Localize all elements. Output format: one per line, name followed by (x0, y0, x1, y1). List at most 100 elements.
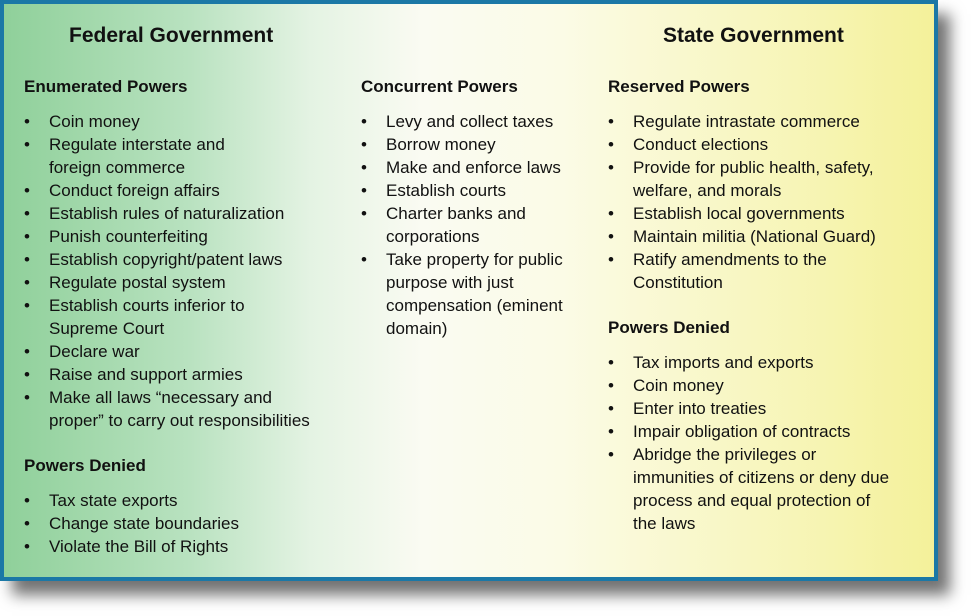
list-item-text: Make all laws “necessary and proper” to … (49, 388, 310, 430)
list-item-text: Coin money (633, 376, 724, 395)
powers-list: • Tax imports and exports • Coin money • Ente… (608, 351, 889, 535)
list-item-text: Provide for public health, safety, welfa… (633, 158, 874, 200)
list-item-text: Impair obligation of contracts (633, 422, 851, 441)
bullet-icon: • (361, 204, 367, 223)
powers-list: • Tax state exports • Change state boundari… (24, 489, 239, 558)
list-item-text: Enter into treaties (633, 399, 767, 418)
list-item: • Establish local governments (608, 202, 876, 225)
list-item-text: Establish courts (386, 181, 506, 200)
state-powers-denied-section: Powers Denied • Tax imports and exports • Co… (608, 316, 889, 533)
list-item-text: Make and enforce laws (386, 158, 561, 177)
list-item: • Levy and collect taxes (361, 110, 563, 133)
list-item: • Charter banks and corporations (361, 202, 563, 248)
bullet-icon: • (361, 112, 367, 131)
list-item: • Establish rules of naturalization (24, 202, 310, 225)
reserved-powers-section: Reserved Powers • Regulate intrastate comm… (608, 75, 876, 292)
bullet-icon: • (24, 250, 30, 269)
bullet-icon: • (24, 112, 30, 131)
federal-government-title: Federal Government (69, 24, 274, 47)
section-heading: Reserved Powers (608, 77, 750, 96)
powers-list: • Coin money • Regulate interstate and fore… (24, 110, 310, 432)
bullet-icon: • (24, 388, 30, 407)
list-item-text: Take property for public purpose with ju… (386, 250, 563, 338)
list-item: • Regulate interstate and foreign commerc… (24, 133, 310, 179)
list-item-text: Regulate interstate and foreign commerce (49, 135, 225, 177)
bullet-icon: • (24, 227, 30, 246)
bullet-icon: • (608, 399, 614, 418)
list-item: • Maintain militia (National Guard) (608, 225, 876, 248)
list-item-text: Coin money (49, 112, 140, 131)
list-item: • Change state boundaries (24, 512, 239, 535)
bullet-icon: • (24, 514, 30, 533)
list-item-text: Tax state exports (49, 491, 178, 510)
bullet-icon: • (608, 250, 614, 269)
bullet-icon: • (24, 342, 30, 361)
list-item-text: Tax imports and exports (633, 353, 814, 372)
list-item: • Regulate postal system (24, 271, 310, 294)
bullet-icon: • (361, 135, 367, 154)
list-item-text: Change state boundaries (49, 514, 239, 533)
list-item-text: Conduct foreign affairs (49, 181, 220, 200)
bullet-icon: • (361, 158, 367, 177)
list-item: • Make and enforce laws (361, 156, 563, 179)
list-item: • Coin money (24, 110, 310, 133)
list-item-text: Establish local governments (633, 204, 845, 223)
powers-diagram: Federal Government State Government Enum… (0, 0, 938, 581)
section-heading: Enumerated Powers (24, 77, 188, 96)
list-item: • Borrow money (361, 133, 563, 156)
list-item-text: Declare war (49, 342, 140, 361)
bullet-icon: • (608, 158, 614, 177)
list-item-text: Ratify amendments to the Constitution (633, 250, 827, 292)
list-item-text: Borrow money (386, 135, 496, 154)
list-item: • Take property for public purpose with j… (361, 248, 563, 340)
list-item-text: Establish courts inferior to Supreme Cou… (49, 296, 245, 338)
list-item: • Make all laws “necessary and proper” to… (24, 386, 310, 432)
list-item-text: Abridge the privileges or immunities of … (633, 445, 890, 533)
list-item: • Establish copyright/patent laws (24, 248, 310, 271)
bullet-icon: • (608, 422, 614, 441)
list-item: • Punish counterfeiting (24, 225, 310, 248)
bullet-icon: • (608, 204, 614, 223)
bullet-icon: • (24, 181, 30, 200)
bullet-icon: • (24, 204, 30, 223)
list-item: • Provide for public health, safety, welf… (608, 156, 876, 202)
federal-powers-denied-section: Powers Denied • Tax state exports • Change s… (24, 454, 239, 556)
bullet-icon: • (608, 135, 614, 154)
list-item-text: Establish copyright/patent laws (49, 250, 283, 269)
list-item-text: Punish counterfeiting (49, 227, 208, 246)
list-item: • Ratify amendments to the Constitution (608, 248, 876, 294)
bullet-icon: • (24, 296, 30, 315)
bullet-icon: • (24, 135, 30, 154)
bullet-icon: • (608, 227, 614, 246)
list-item: • Conduct elections (608, 133, 876, 156)
section-heading: Powers Denied (24, 456, 146, 475)
bullet-icon: • (24, 365, 30, 384)
list-item: • Establish courts (361, 179, 563, 202)
bullet-icon: • (24, 537, 30, 556)
list-item: • Raise and support armies (24, 363, 310, 386)
list-item-text: Charter banks and corporations (386, 204, 526, 246)
list-item: • Regulate intrastate commerce (608, 110, 876, 133)
bullet-icon: • (24, 491, 30, 510)
powers-list: • Regulate intrastate commerce • Conduct el… (608, 110, 876, 294)
section-heading: Powers Denied (608, 318, 730, 337)
list-item-text: Violate the Bill of Rights (49, 537, 229, 556)
list-item: • Tax imports and exports (608, 351, 889, 374)
bullet-icon: • (361, 250, 367, 269)
list-item: • Establish courts inferior to Supreme Co… (24, 294, 310, 340)
list-item: • Tax state exports (24, 489, 239, 512)
list-item: • Impair obligation of contracts (608, 420, 889, 443)
concurrent-powers-section: Concurrent Powers • Levy and collect taxes… (361, 75, 563, 338)
list-item-text: Levy and collect taxes (386, 112, 554, 131)
bullet-icon: • (24, 273, 30, 292)
powers-list: • Levy and collect taxes • Borrow money • Mak… (361, 110, 563, 340)
list-item: • Conduct foreign affairs (24, 179, 310, 202)
bullet-icon: • (608, 376, 614, 395)
list-item: • Declare war (24, 340, 310, 363)
list-item-text: Regulate intrastate commerce (633, 112, 860, 131)
list-item-text: Conduct elections (633, 135, 769, 154)
list-item-text: Establish rules of naturalization (49, 204, 285, 223)
bullet-icon: • (361, 181, 367, 200)
section-heading: Concurrent Powers (361, 77, 518, 96)
list-item: • Violate the Bill of Rights (24, 535, 239, 558)
